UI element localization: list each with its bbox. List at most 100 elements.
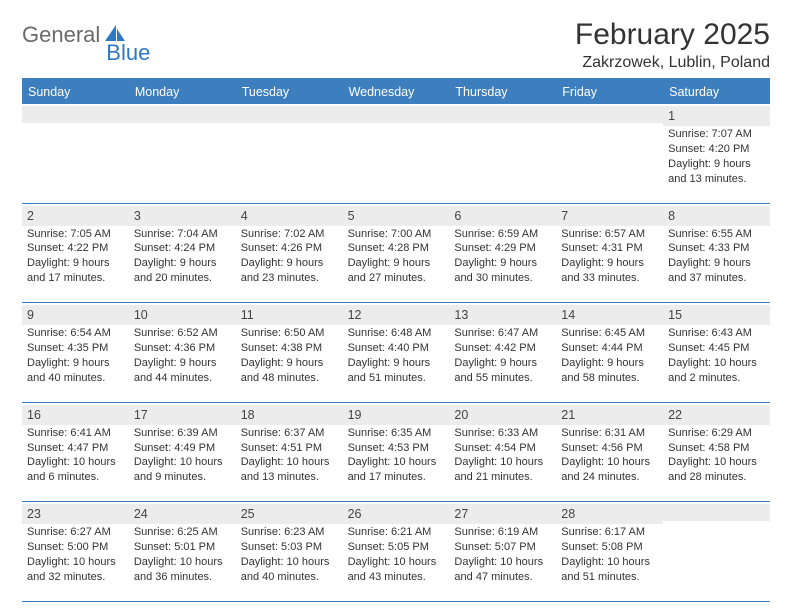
sunset-text: Sunset: 4:24 PM: [134, 241, 231, 256]
day-number-row: 3: [129, 206, 236, 226]
day-details: Sunrise: 6:31 AMSunset: 4:56 PMDaylight:…: [561, 426, 658, 485]
day-details: Sunrise: 6:47 AMSunset: 4:42 PMDaylight:…: [454, 326, 551, 385]
day-number: 22: [668, 408, 682, 422]
day-number: 2: [27, 209, 34, 223]
sunrise-text: Sunrise: 6:21 AM: [348, 525, 445, 540]
day-number: 24: [134, 507, 148, 521]
location-label: Zakrzowek, Lublin, Poland: [575, 54, 770, 72]
sunset-text: Sunset: 4:31 PM: [561, 241, 658, 256]
daylight-text: Daylight: 10 hours and 13 minutes.: [241, 455, 338, 485]
sunset-text: Sunset: 4:54 PM: [454, 441, 551, 456]
sunrise-text: Sunrise: 7:04 AM: [134, 227, 231, 242]
day-cell: 20Sunrise: 6:33 AMSunset: 4:54 PMDayligh…: [449, 403, 556, 502]
sunset-text: Sunset: 4:49 PM: [134, 441, 231, 456]
sunset-text: Sunset: 5:01 PM: [134, 540, 231, 555]
day-number: 17: [134, 408, 148, 422]
day-cell: 24Sunrise: 6:25 AMSunset: 5:01 PMDayligh…: [129, 502, 236, 601]
sunrise-text: Sunrise: 7:00 AM: [348, 227, 445, 242]
day-number-row: 23: [22, 504, 129, 524]
day-number: 20: [454, 408, 468, 422]
day-number: 19: [348, 408, 362, 422]
daylight-text: Daylight: 10 hours and 6 minutes.: [27, 455, 124, 485]
day-cell: 11Sunrise: 6:50 AMSunset: 4:38 PMDayligh…: [236, 303, 343, 402]
sunrise-text: Sunrise: 6:29 AM: [668, 426, 765, 441]
day-number-row: 18: [236, 405, 343, 425]
day-details: Sunrise: 7:04 AMSunset: 4:24 PMDaylight:…: [134, 227, 231, 286]
day-cell: 21 Sunrise: 6:31 AMSunset: 4:56 PMDayligh…: [556, 403, 663, 502]
day-cell: 7Sunrise: 6:57 AMSunset: 4:31 PMDaylight…: [556, 204, 663, 303]
sunrise-text: Sunrise: 6:27 AM: [27, 525, 124, 540]
day-cell: 15Sunrise: 6:43 AMSunset: 4:45 PMDayligh…: [663, 303, 770, 402]
day-cell-empty: [663, 502, 770, 601]
day-cell: 26Sunrise: 6:21 AMSunset: 5:05 PMDayligh…: [343, 502, 450, 601]
calendar: SundayMondayTuesdayWednesdayThursdayFrid…: [22, 78, 770, 602]
daylight-text: Daylight: 10 hours and 36 minutes.: [134, 555, 231, 585]
day-number: 1: [668, 109, 675, 123]
day-details: Sunrise: 6:35 AMSunset: 4:53 PMDaylight:…: [348, 426, 445, 485]
day-details: Sunrise: 6:23 AMSunset: 5:03 PMDaylight:…: [241, 525, 338, 584]
day-number-row: 17: [129, 405, 236, 425]
day-cell: 5Sunrise: 7:00 AMSunset: 4:28 PMDaylight…: [343, 204, 450, 303]
sunrise-text: Sunrise: 6:50 AM: [241, 326, 338, 341]
weekday-monday: Monday: [129, 80, 236, 104]
weekday-sunday: Sunday: [22, 80, 129, 104]
day-number-row: 20: [449, 405, 556, 425]
day-details: Sunrise: 6:41 AMSunset: 4:47 PMDaylight:…: [27, 426, 124, 485]
daylight-text: Daylight: 10 hours and 24 minutes.: [561, 455, 658, 485]
day-number-row: 28: [556, 504, 663, 524]
day-cell: 8Sunrise: 6:55 AMSunset: 4:33 PMDaylight…: [663, 204, 770, 303]
sunrise-text: Sunrise: 6:57 AM: [561, 227, 658, 242]
day-cell: 6 Sunrise: 6:59 AMSunset: 4:29 PMDaylight…: [449, 204, 556, 303]
sunset-text: Sunset: 5:00 PM: [27, 540, 124, 555]
day-number: 6: [454, 209, 461, 223]
sunset-text: Sunset: 5:08 PM: [561, 540, 658, 555]
sunset-text: Sunset: 4:26 PM: [241, 241, 338, 256]
sunset-text: Sunset: 4:35 PM: [27, 341, 124, 356]
day-cell-empty: [449, 104, 556, 203]
day-number: 15: [668, 308, 682, 322]
day-number-row: 24: [129, 504, 236, 524]
day-number-row: 19: [343, 405, 450, 425]
sunset-text: Sunset: 4:38 PM: [241, 341, 338, 356]
day-details: Sunrise: 6:19 AMSunset: 5:07 PMDaylight:…: [454, 525, 551, 584]
day-number-row: 11: [236, 305, 343, 325]
title-block: February 2025 Zakrzowek, Lublin, Poland: [575, 18, 770, 72]
sunrise-text: Sunrise: 6:55 AM: [668, 227, 765, 242]
sunset-text: Sunset: 4:29 PM: [454, 241, 551, 256]
sunset-text: Sunset: 4:40 PM: [348, 341, 445, 356]
weekday-wednesday: Wednesday: [343, 80, 450, 104]
day-details: Sunrise: 6:54 AMSunset: 4:35 PMDaylight:…: [27, 326, 124, 385]
day-number-row: 26: [343, 504, 450, 524]
weekday-friday: Friday: [556, 80, 663, 104]
sunrise-text: Sunrise: 6:59 AM: [454, 227, 551, 242]
day-number-row: 1: [663, 106, 770, 126]
day-number: 3: [134, 209, 141, 223]
daylight-text: Daylight: 9 hours and 13 minutes.: [668, 157, 765, 187]
day-cell: 16 Sunrise: 6:41 AMSunset: 4:47 PMDayligh…: [22, 403, 129, 502]
day-cell: 12Sunrise: 6:48 AMSunset: 4:40 PMDayligh…: [343, 303, 450, 402]
day-number-row: [663, 504, 770, 521]
day-details: Sunrise: 6:55 AMSunset: 4:33 PMDaylight:…: [668, 227, 765, 286]
weekday-thursday: Thursday: [449, 80, 556, 104]
sunset-text: Sunset: 4:58 PM: [668, 441, 765, 456]
day-number: 16: [27, 408, 41, 422]
sunrise-text: Sunrise: 6:41 AM: [27, 426, 124, 441]
day-number: 21: [561, 408, 575, 422]
brand-word1: General: [22, 22, 100, 48]
day-details: Sunrise: 6:21 AMSunset: 5:05 PMDaylight:…: [348, 525, 445, 584]
week-row: 2Sunrise: 7:05 AMSunset: 4:22 PMDaylight…: [22, 204, 770, 304]
day-cell: 9Sunrise: 6:54 AMSunset: 4:35 PMDaylight…: [22, 303, 129, 402]
day-number-row: 25: [236, 504, 343, 524]
calendar-page: General Blue February 2025 Zakrzowek, Lu…: [0, 0, 792, 612]
daylight-text: Daylight: 9 hours and 33 minutes.: [561, 256, 658, 286]
sunrise-text: Sunrise: 6:19 AM: [454, 525, 551, 540]
sunrise-text: Sunrise: 6:48 AM: [348, 326, 445, 341]
sunset-text: Sunset: 4:53 PM: [348, 441, 445, 456]
day-number-row: 21: [556, 405, 663, 425]
daylight-text: Daylight: 9 hours and 55 minutes.: [454, 356, 551, 386]
daylight-text: Daylight: 9 hours and 30 minutes.: [454, 256, 551, 286]
day-details: Sunrise: 7:02 AMSunset: 4:26 PMDaylight:…: [241, 227, 338, 286]
day-details: Sunrise: 6:29 AMSunset: 4:58 PMDaylight:…: [668, 426, 765, 485]
day-details: Sunrise: 6:45 AMSunset: 4:44 PMDaylight:…: [561, 326, 658, 385]
sunset-text: Sunset: 4:36 PM: [134, 341, 231, 356]
